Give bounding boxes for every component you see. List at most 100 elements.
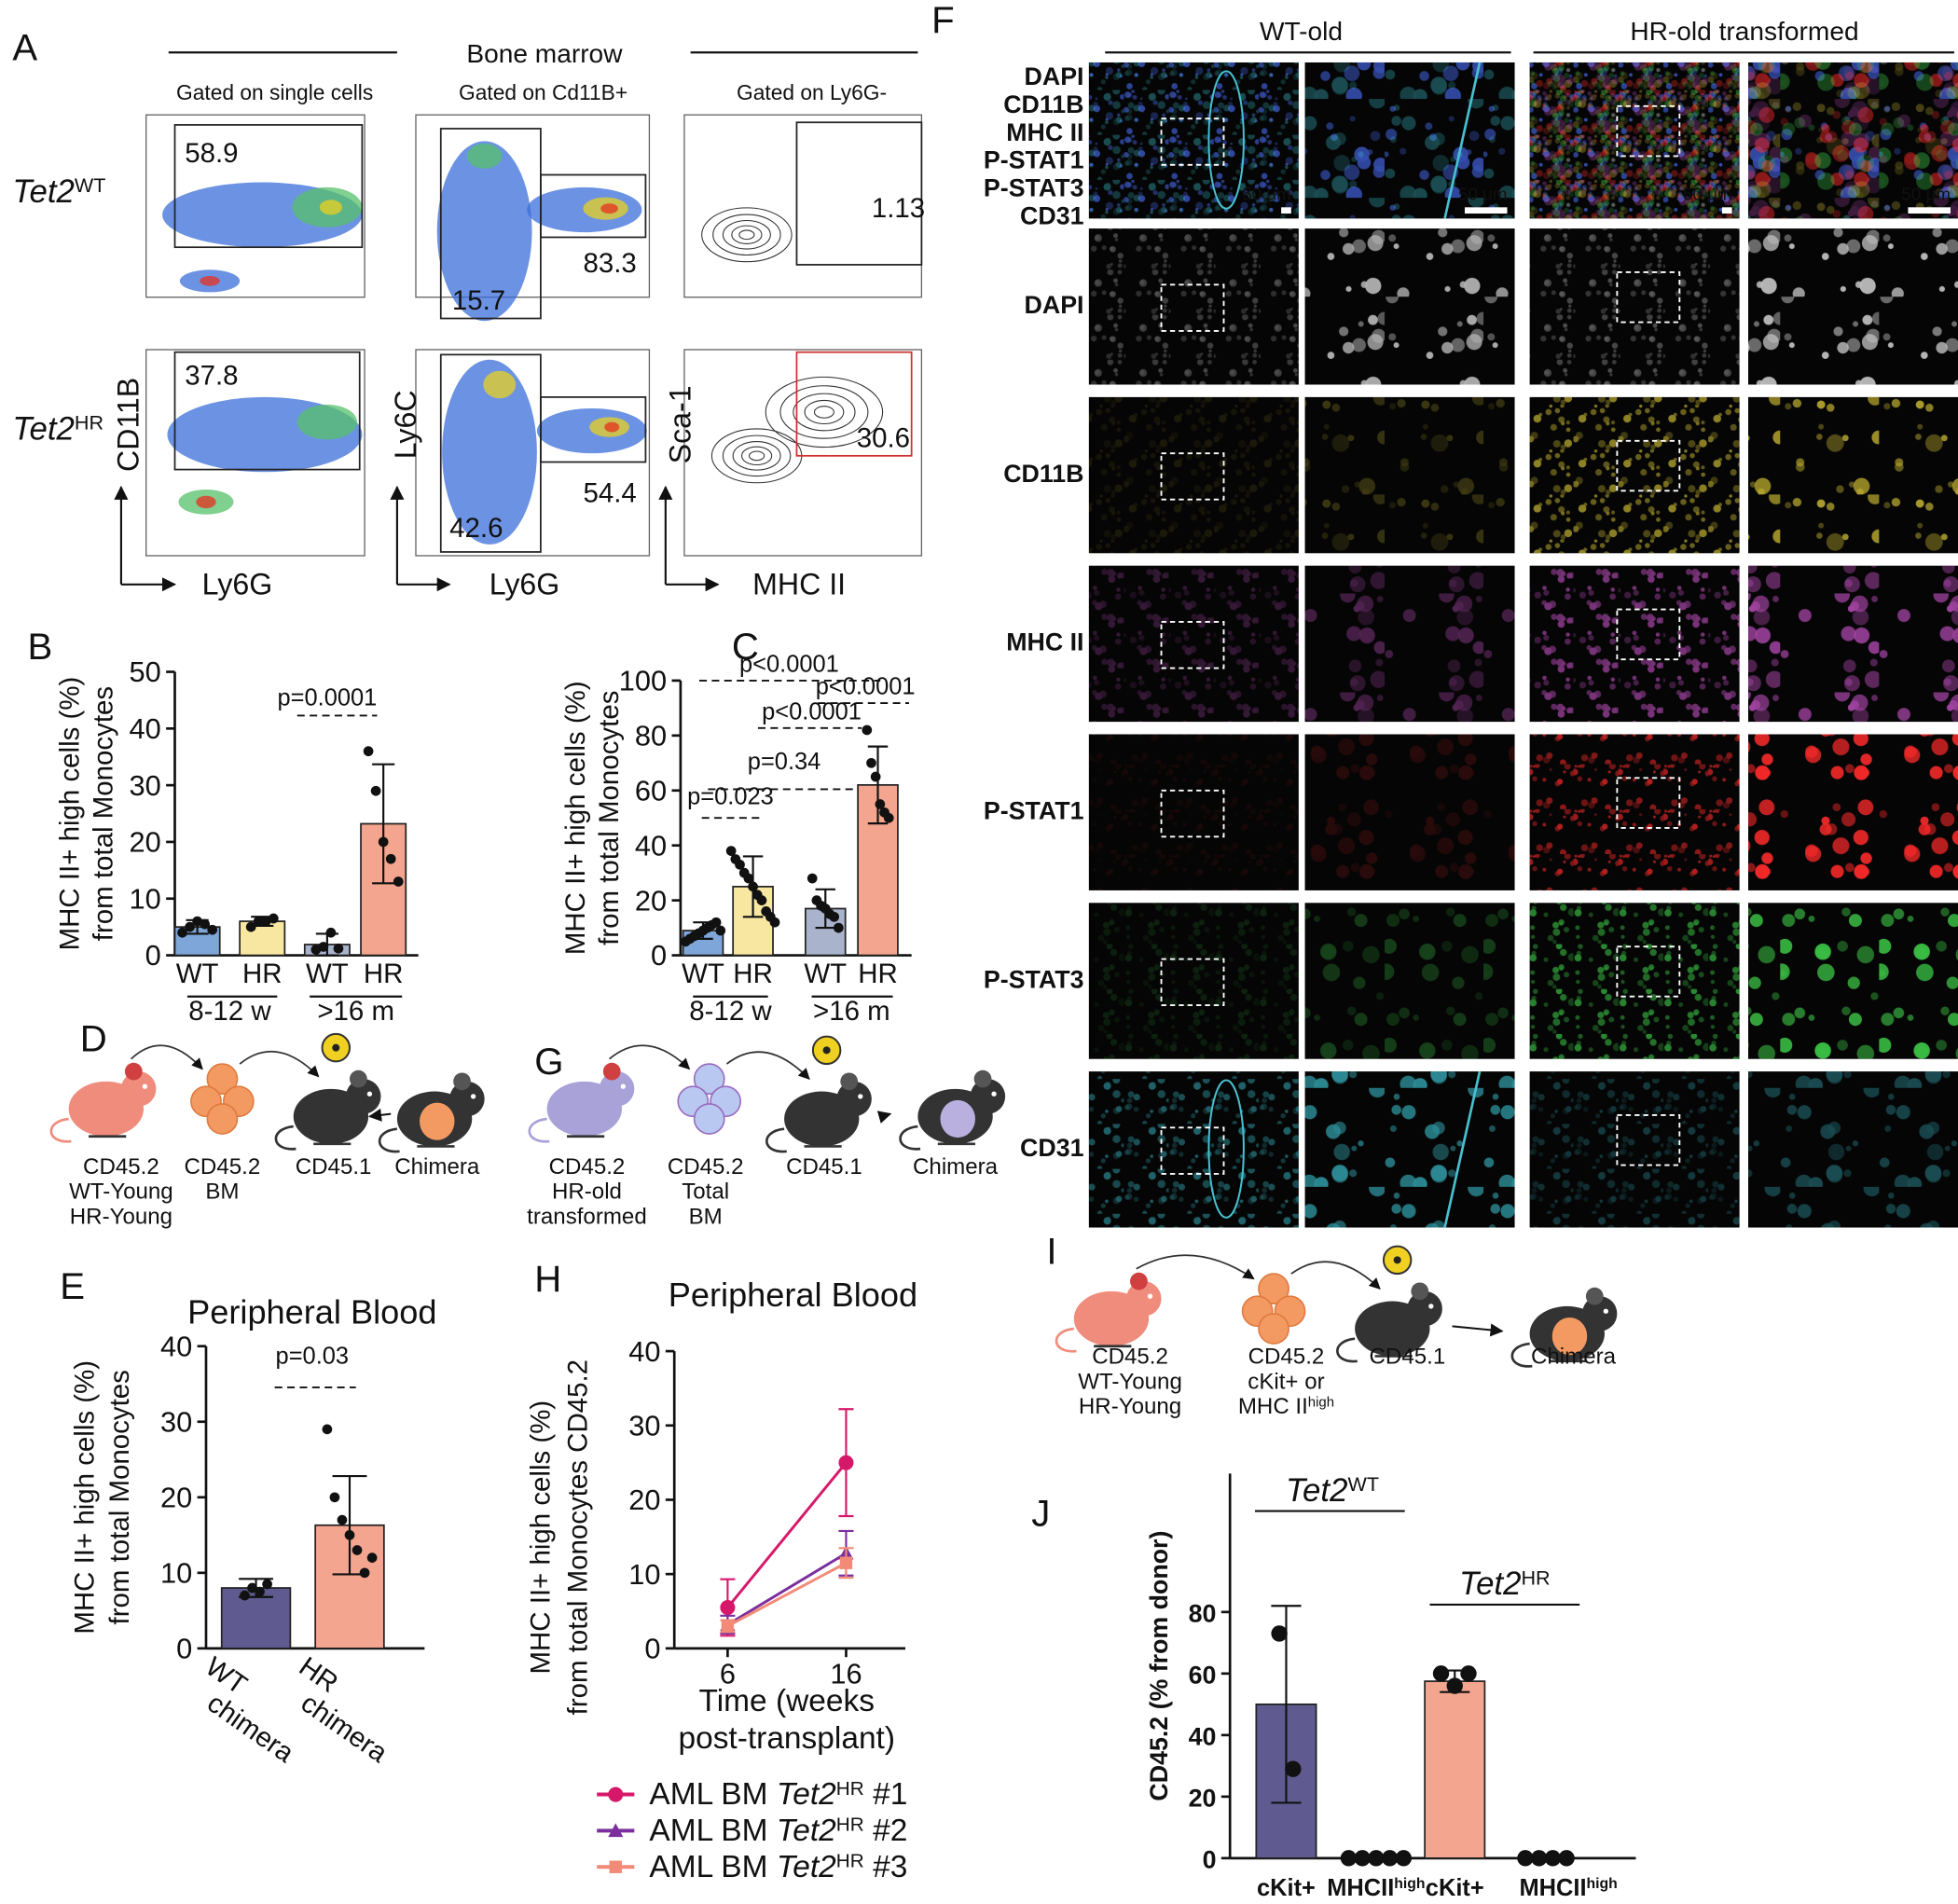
panel-letter: G (534, 1041, 563, 1083)
y-tick-label: 10 (130, 882, 161, 915)
arrow (131, 1044, 203, 1070)
series-line (726, 1561, 848, 1628)
gate-percentage: 15.7 (452, 285, 505, 316)
y-tick-label: 30 (160, 1405, 192, 1438)
panel-letter: E (60, 1265, 85, 1307)
micrograph-channel (1304, 396, 1515, 554)
channel-label: P-STAT1 (984, 146, 1084, 174)
data-point (756, 895, 767, 905)
channel-label: MHC II (1006, 118, 1083, 146)
data-point (322, 1424, 333, 1435)
micrograph-channel (1304, 734, 1515, 890)
data-point (725, 846, 737, 856)
panel-letter: H (534, 1258, 561, 1300)
micrograph-channel (1747, 62, 1958, 219)
vessel (1207, 1079, 1245, 1219)
data-point (870, 771, 881, 782)
text-part: HR (836, 1778, 864, 1800)
group-header: WT-old (1260, 17, 1343, 46)
data-point (255, 1586, 265, 1597)
gate-percentage: 42.6 (449, 513, 503, 544)
contour (722, 219, 771, 250)
mouse-eye (1147, 1293, 1153, 1299)
annotation: p<0.0001 (816, 674, 916, 700)
y-axis-label: CD45.2 (% from donor) (1145, 1531, 1173, 1801)
contour (793, 393, 856, 432)
data-point (1368, 1850, 1385, 1867)
text-part: WT (75, 173, 106, 197)
diagram-label: CD45.1 (1370, 1344, 1446, 1369)
y-tick-label: 20 (628, 1483, 660, 1516)
mouse-head (1581, 1296, 1618, 1331)
mouse-eye (858, 1094, 863, 1099)
data-point (268, 913, 279, 924)
y-axis-label: MHC II+ high cells (%) (560, 681, 591, 955)
gate-percentage: 37.8 (185, 360, 238, 391)
micrograph-channel (1088, 228, 1299, 385)
y-axis-label: from total Monocytes (89, 686, 119, 941)
mouse-head (836, 1081, 872, 1117)
gate-percentage: 83.3 (583, 248, 636, 279)
annotation: p=0.023 (687, 783, 774, 809)
mouse-ear (840, 1072, 859, 1091)
arrow (368, 1108, 392, 1122)
x-tick-label: MHCIIhigh (1327, 1875, 1425, 1901)
density-cloud (200, 275, 220, 286)
contour (765, 376, 884, 448)
group-label: 8-12 w (188, 996, 271, 1027)
data-point (1446, 1677, 1463, 1694)
mouse-eye (142, 1083, 148, 1089)
panel-letter: B (27, 626, 52, 668)
x-tick-label: HR (242, 959, 283, 989)
data-point (370, 785, 381, 796)
micrograph-channel (1747, 396, 1958, 554)
data-point (1530, 1850, 1548, 1867)
annotation: p=0.34 (748, 749, 821, 775)
legend-entry: AML BM Tet2HR #3 (649, 1850, 907, 1884)
diagram-label: CD45.2 (668, 1154, 744, 1180)
density-cloud (466, 144, 503, 169)
text-part: MHCII (1519, 1875, 1586, 1901)
channel-label: P-STAT3 (984, 174, 1084, 202)
chart-title: Peripheral Blood (187, 1293, 436, 1331)
data-point (325, 927, 337, 938)
micrograph-channel (1747, 1071, 1958, 1228)
micrograph-channel (1747, 734, 1958, 890)
contour (738, 229, 755, 241)
marker (609, 1860, 622, 1873)
micrograph-channel (1529, 62, 1740, 219)
cell (206, 1063, 239, 1096)
diagram-label: Chimera (1531, 1344, 1617, 1369)
series-line (726, 1552, 848, 1626)
micrograph-channel (1747, 903, 1958, 1059)
marker (721, 1620, 735, 1633)
zoom-box (1160, 452, 1225, 501)
zoom-box (1616, 104, 1681, 158)
genotype-label: Tet2HR (12, 410, 103, 447)
diagram-label: HR-old (552, 1180, 622, 1205)
zoom-box (1616, 271, 1681, 324)
micrograph-channel (1088, 1071, 1299, 1228)
mouse-tail (899, 1124, 921, 1151)
data-point (344, 1529, 355, 1540)
text-part: HR (836, 1851, 864, 1872)
marker (839, 1556, 853, 1569)
micrograph-channel (1304, 62, 1515, 219)
zoom-box (1160, 958, 1225, 1007)
gate-percentage: 54.4 (583, 477, 636, 508)
micrograph-channel (1088, 62, 1299, 219)
gate-caption: Gated on single cells (176, 80, 373, 104)
x-tick-label: cKit+ (1257, 1875, 1316, 1901)
text-part: high (1394, 1876, 1425, 1892)
data-point (829, 911, 840, 922)
mouse-tail (765, 1127, 787, 1153)
micrograph-channel (1304, 228, 1515, 385)
text-part: #3 (873, 1850, 907, 1884)
group-header: HR-old transformed (1630, 17, 1858, 46)
group-label: 8-12 w (689, 996, 772, 1027)
micrograph-channel (1529, 565, 1740, 723)
gate-percentage: 30.6 (857, 422, 910, 453)
micrograph-channel (1088, 396, 1299, 554)
group-label: Tet2WT (1286, 1472, 1379, 1509)
group-label: >16 m (317, 996, 394, 1027)
